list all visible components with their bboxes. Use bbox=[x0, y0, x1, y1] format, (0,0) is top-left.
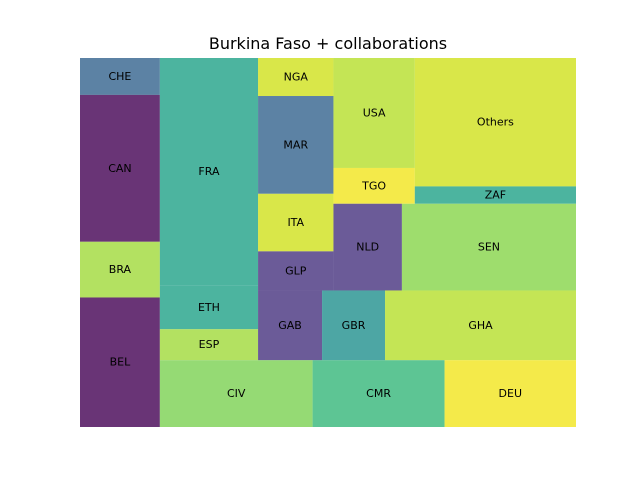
tile-label-che: CHE bbox=[108, 70, 131, 83]
tile-esp bbox=[159, 329, 259, 361]
tile-label-gab: GAB bbox=[278, 319, 302, 332]
tile-gbr bbox=[322, 290, 386, 361]
tile-ita bbox=[258, 193, 334, 252]
tile-label-bel: BEL bbox=[110, 356, 131, 369]
tile-label-sen: SEN bbox=[478, 241, 500, 254]
tile-label-gha: GHA bbox=[468, 319, 493, 332]
tile-tgo bbox=[333, 167, 415, 204]
tile-eth bbox=[159, 285, 259, 330]
tile-fra bbox=[159, 58, 259, 286]
tile-label-cmr: CMR bbox=[366, 387, 391, 400]
tile-label-tgo: TGO bbox=[361, 179, 386, 192]
tile-label-deu: DEU bbox=[499, 387, 522, 400]
tile-zaf bbox=[414, 186, 576, 204]
tile-glp bbox=[258, 251, 334, 291]
tile-label-mar: MAR bbox=[283, 138, 308, 151]
tile-gha bbox=[385, 290, 576, 361]
tile-label-usa: USA bbox=[363, 106, 386, 119]
tile-label-ita: ITA bbox=[287, 216, 304, 229]
plot-area: CHE CAN BRA BEL FRA ETH ESP NGA MAR ITA GLP USA TGO N… bbox=[80, 58, 576, 427]
tile-mar bbox=[258, 96, 334, 194]
tile-label-civ: CIV bbox=[227, 387, 246, 400]
tile-bel bbox=[80, 297, 160, 427]
chart-title: Burkina Faso + collaborations bbox=[209, 34, 447, 53]
tile-can bbox=[80, 94, 160, 242]
tile-cmr bbox=[312, 360, 445, 427]
tile-che bbox=[80, 58, 160, 95]
tile-deu bbox=[444, 360, 576, 427]
tile-label-nld: NLD bbox=[356, 241, 379, 254]
tile-label-bra: BRA bbox=[109, 263, 132, 276]
tile-label-can: CAN bbox=[108, 162, 131, 175]
tile-bra bbox=[80, 241, 160, 298]
tile-label-fra: FRA bbox=[198, 165, 220, 178]
tile-nld bbox=[333, 203, 402, 291]
tile-label-eth: ETH bbox=[198, 301, 220, 314]
tile-civ bbox=[159, 360, 313, 427]
tile-sen bbox=[401, 203, 576, 291]
tile-usa bbox=[333, 58, 415, 168]
tile-others bbox=[414, 58, 576, 187]
tile-label-nga: NGA bbox=[284, 71, 309, 84]
tile-label-gbr: GBR bbox=[342, 319, 366, 332]
tile-nga bbox=[258, 58, 334, 97]
tile-label-esp: ESP bbox=[199, 338, 220, 351]
tile-label-glp: GLP bbox=[285, 264, 307, 277]
tile-label-others: Others bbox=[477, 116, 514, 129]
tile-label-zaf: ZAF bbox=[485, 189, 506, 202]
tile-gab bbox=[258, 290, 323, 361]
